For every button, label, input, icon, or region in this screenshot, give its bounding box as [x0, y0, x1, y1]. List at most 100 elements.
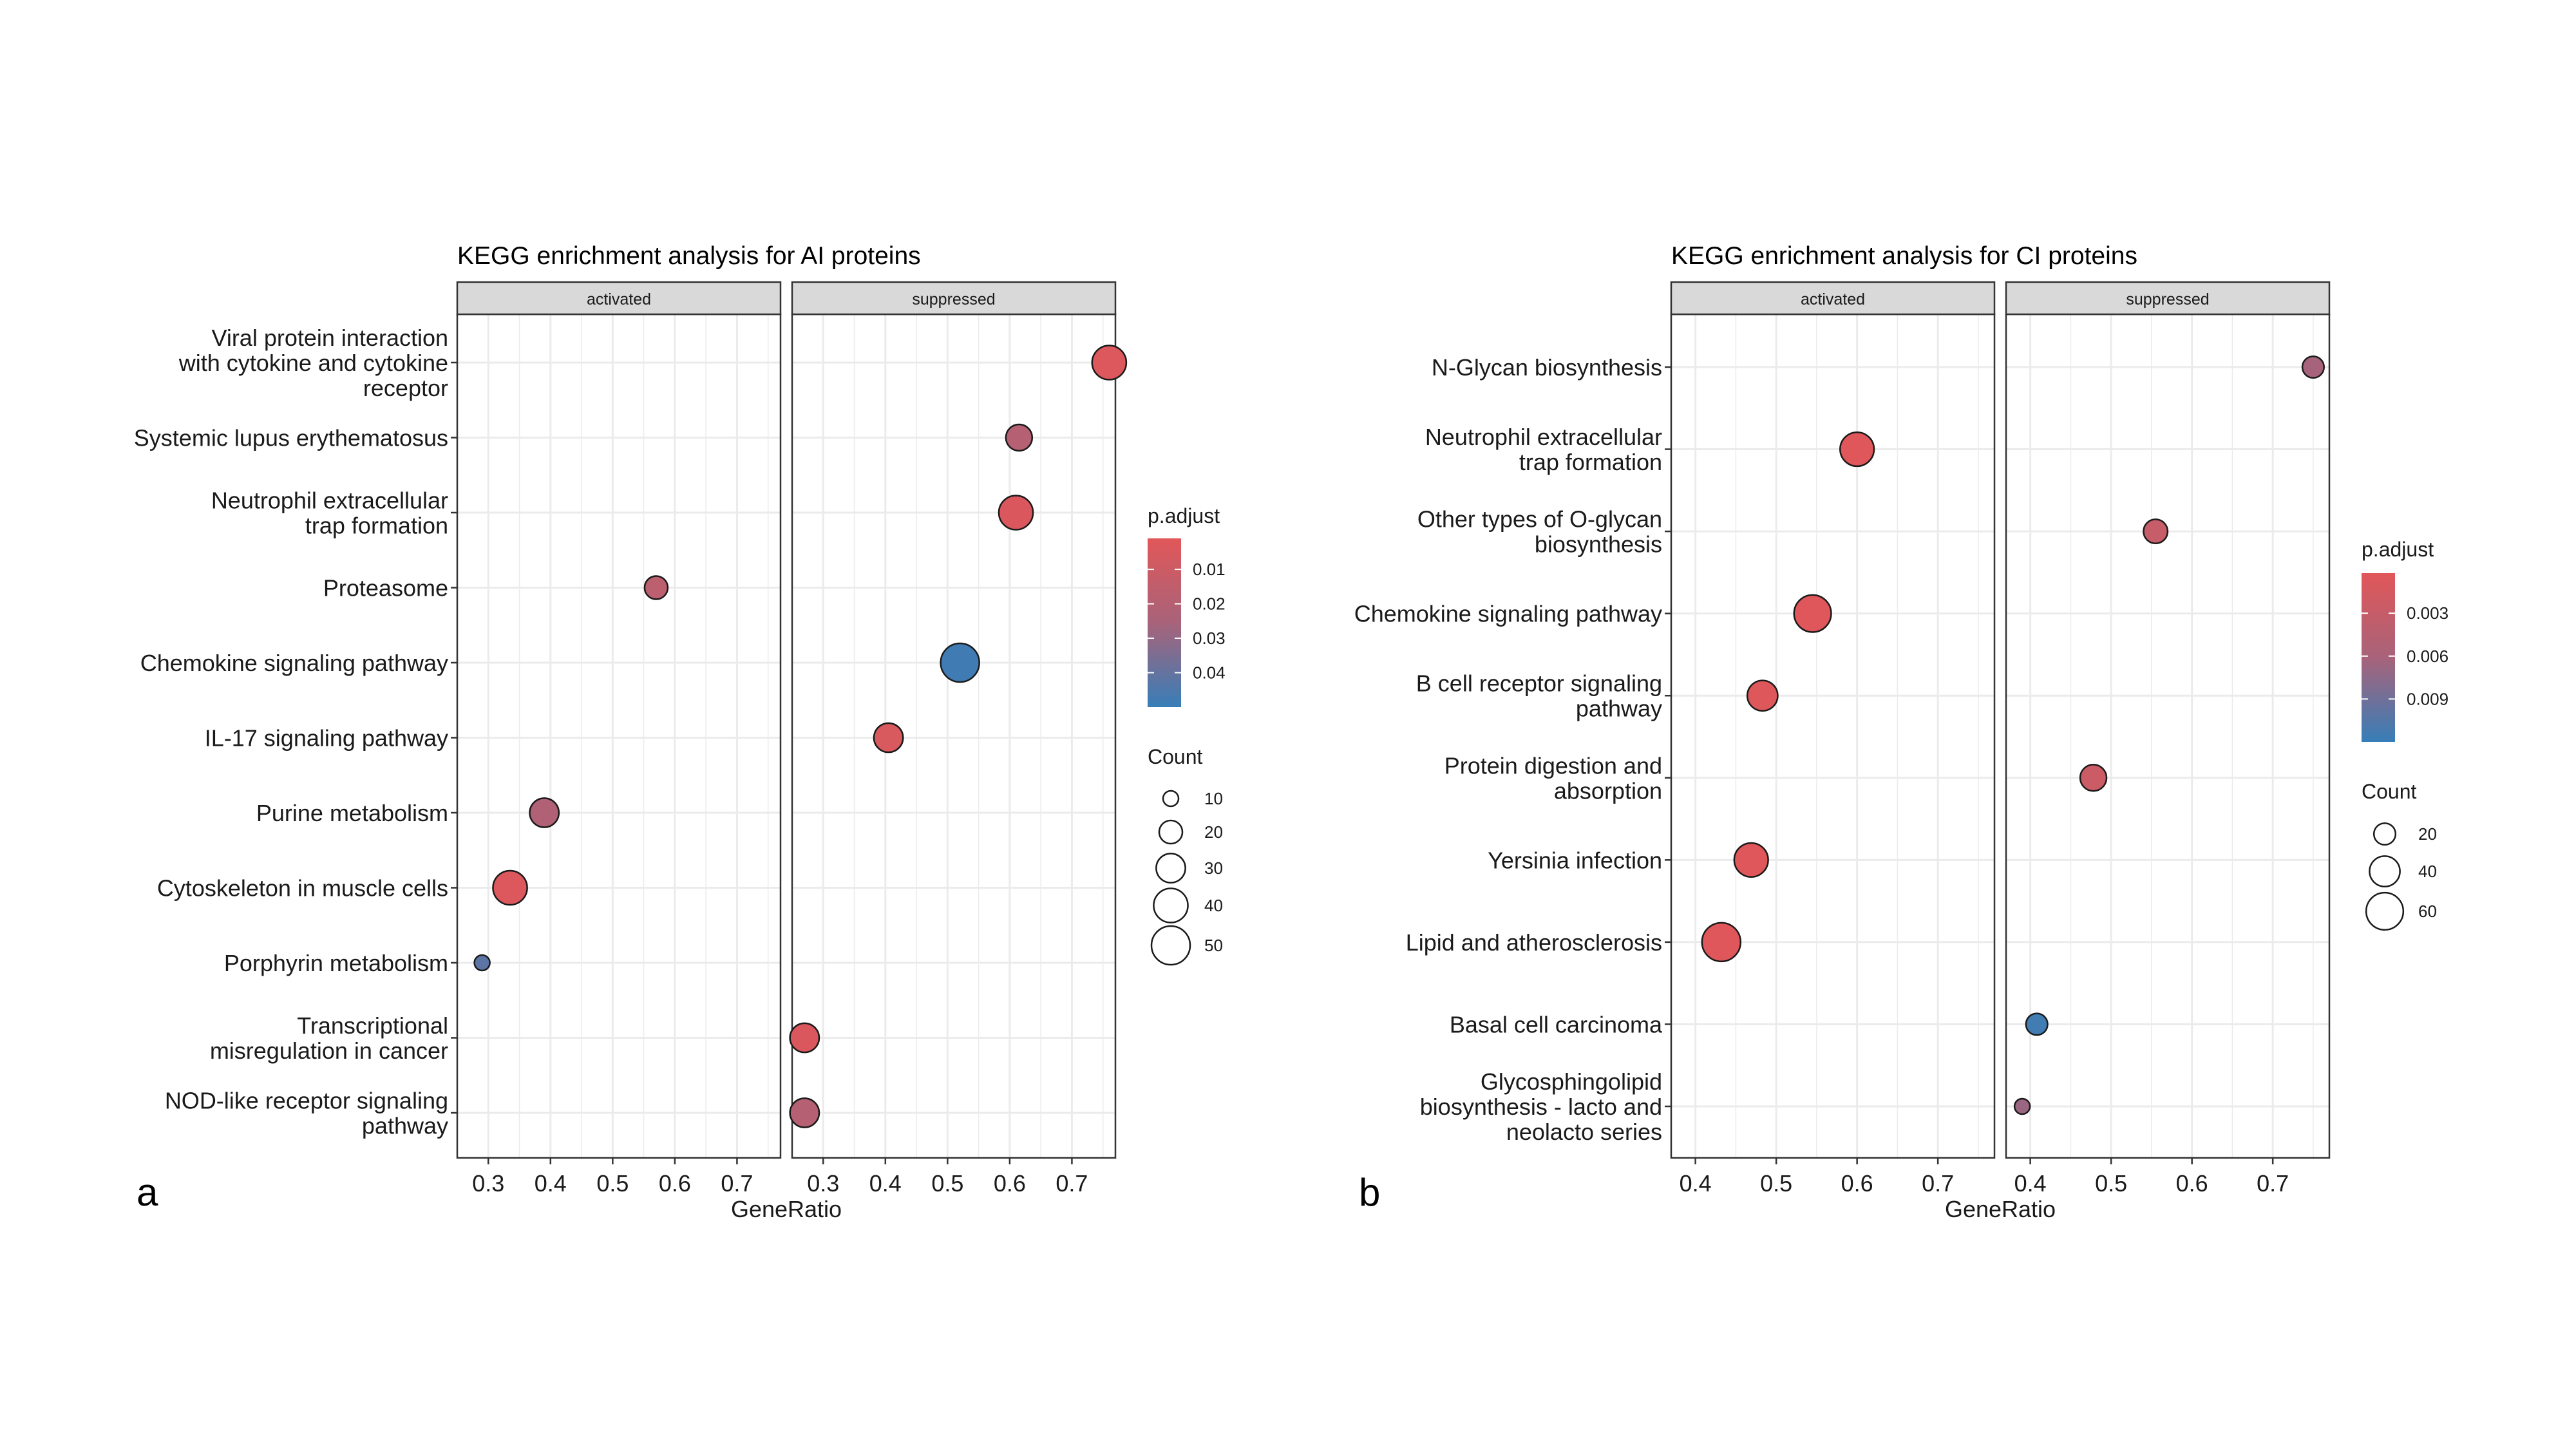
data-point	[529, 797, 560, 828]
chart-a: KEGG enrichment analysis for AI proteins…	[134, 242, 1226, 1222]
size-legend-label: 30	[1204, 858, 1223, 878]
data-point	[1091, 345, 1128, 381]
x-axis-title: GeneRatio	[1945, 1196, 2056, 1222]
data-point	[2079, 764, 2108, 792]
chart-title: KEGG enrichment analysis for CI proteins	[1671, 242, 2137, 270]
size-legend-label: 20	[2418, 824, 2437, 844]
size-legend-key	[2372, 822, 2397, 846]
y-category-label: Porphyrin metabolism	[224, 950, 448, 976]
size-legend-key	[2365, 891, 2405, 931]
data-point	[2143, 518, 2169, 545]
color-legend: p.adjust 0.01 0.02 0.03 0.04	[1148, 504, 1226, 707]
y-category-label: trap formation	[305, 513, 448, 539]
x-tick-label: 0.7	[1922, 1170, 1954, 1197]
y-category-label: Basal cell carcinoma	[1450, 1011, 1663, 1037]
chart-title: KEGG enrichment analysis for AI proteins	[457, 242, 921, 270]
y-category-label: neolacto series	[1506, 1119, 1662, 1145]
y-category-label: Chemokine signaling pathway	[1354, 601, 1662, 627]
x-tick-label: 0.6	[2176, 1170, 2208, 1197]
facet-strip-label: suppressed	[2126, 290, 2209, 308]
facet-strip	[2005, 281, 2331, 316]
data-point	[1005, 423, 1034, 452]
color-legend-title: p.adjust	[2362, 538, 2434, 561]
facet-panel: activated 0.3 0.4 0.5 0.6 0.7	[456, 281, 782, 1197]
y-category-label: Transcriptional	[297, 1012, 448, 1039]
y-category-label: B cell receptor signaling	[1416, 670, 1662, 697]
x-tick-label: 0.7	[1056, 1170, 1088, 1197]
color-legend-label: 0.003	[2407, 603, 2448, 623]
panel-letter: b	[1359, 1171, 1380, 1214]
data-point	[1839, 431, 1875, 468]
y-category-label: N-Glycan biosynthesis	[1432, 354, 1662, 381]
y-category-label: Systemic lupus erythematosus	[134, 425, 448, 451]
y-category-label: biosynthesis	[1535, 531, 1662, 558]
facet-strip-label: activated	[1801, 290, 1865, 308]
color-bar	[2362, 573, 2395, 742]
y-category-label: misregulation in cancer	[210, 1037, 448, 1064]
color-legend: p.adjust 0.003 0.006 0.009	[2362, 538, 2448, 742]
data-point	[873, 722, 904, 753]
x-tick-label: 0.4	[2014, 1170, 2047, 1197]
y-category-label: Chemokine signaling pathway	[140, 650, 448, 676]
facet-panel: activated 0.4 0.5 0.6 0.7	[1670, 281, 1996, 1197]
color-legend-title: p.adjust	[1148, 504, 1220, 527]
x-tick-label: 0.7	[721, 1170, 753, 1197]
size-legend-key	[1158, 819, 1184, 845]
y-category-label: Purine metabolism	[256, 800, 448, 826]
y-category-label: Other types of O-glycan	[1417, 506, 1662, 533]
size-legend-label: 40	[2418, 862, 2437, 881]
color-legend-label: 0.01	[1193, 560, 1226, 579]
x-tick-label: 0.6	[994, 1170, 1026, 1197]
size-legend: Count 20 40 60	[2362, 780, 2437, 931]
data-point	[998, 495, 1034, 531]
panel-background	[2006, 314, 2329, 1158]
size-legend: Count 10 20 30 40 50	[1148, 745, 1223, 966]
x-tick-label: 0.5	[1760, 1170, 1792, 1197]
size-legend-key	[1155, 853, 1186, 884]
data-point	[1701, 922, 1742, 963]
data-point	[940, 642, 980, 683]
y-category-label: Lipid and atherosclerosis	[1406, 929, 1662, 956]
color-legend-label: 0.006	[2407, 647, 2448, 666]
facet-panel: suppressed 0.3 0.4 0.5 0.6 0.7	[791, 281, 1117, 1197]
panel-background	[1671, 314, 1994, 1158]
y-category-label: absorption	[1554, 777, 1662, 804]
data-point	[492, 869, 528, 906]
y-category-label: biosynthesis - lacto and	[1420, 1094, 1662, 1120]
facet-strip	[456, 281, 782, 316]
size-legend-key	[1162, 790, 1180, 808]
x-tick-label: 0.3	[807, 1170, 839, 1197]
y-category-label: Neutrophil extracellular	[1425, 424, 1662, 450]
size-legend-key	[1153, 887, 1189, 923]
data-point	[643, 575, 669, 600]
x-tick-label: 0.6	[1841, 1170, 1873, 1197]
x-tick-label: 0.5	[931, 1170, 963, 1197]
y-category-label: receptor	[363, 375, 448, 401]
facet-strip	[791, 281, 1117, 316]
y-category-label: NOD-like receptor signaling	[165, 1088, 448, 1114]
data-point	[2025, 1012, 2049, 1036]
x-tick-label: 0.6	[659, 1170, 691, 1197]
size-legend-key	[1150, 925, 1191, 966]
facet-strip-label: suppressed	[912, 290, 995, 308]
y-category-label: pathway	[362, 1113, 448, 1139]
size-legend-label: 20	[1204, 822, 1223, 842]
data-point	[789, 1022, 820, 1054]
color-legend-label: 0.009	[2407, 689, 2448, 708]
panel-background	[792, 314, 1115, 1158]
panel-background	[457, 314, 781, 1158]
panel-letter: a	[137, 1171, 158, 1214]
y-category-label: Viral protein interaction	[211, 325, 448, 351]
y-category-label: Glycosphingolipid	[1481, 1068, 1662, 1095]
y-category-label: Proteasome	[323, 575, 448, 601]
y-category-label: IL-17 signaling pathway	[205, 725, 448, 752]
x-tick-label: 0.5	[596, 1170, 629, 1197]
data-point	[1733, 842, 1769, 878]
size-legend-title: Count	[2362, 780, 2417, 803]
size-legend-label: 60	[2418, 902, 2437, 921]
y-category-label: Yersinia infection	[1488, 847, 1662, 873]
x-tick-label: 0.4	[535, 1170, 567, 1197]
size-legend-title: Count	[1148, 745, 1203, 768]
y-category-label: Neutrophil extracellular	[211, 488, 448, 514]
size-legend-label: 40	[1204, 896, 1223, 915]
